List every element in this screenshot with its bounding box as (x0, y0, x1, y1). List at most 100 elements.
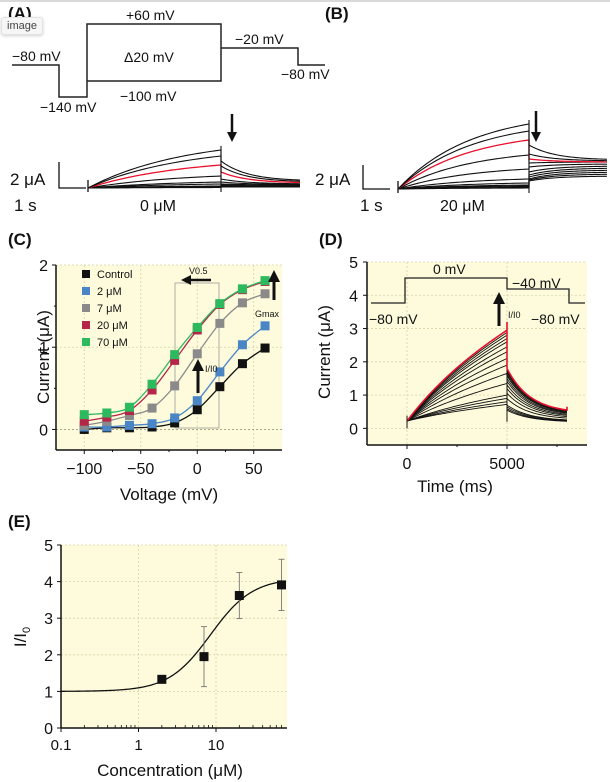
legend-label: 2 μM (97, 286, 122, 298)
window-top-border (0, 0, 610, 2)
data-point (192, 405, 202, 415)
panel-b: (B) 2 μA 1 s 20 μM (315, 4, 608, 215)
data-point (215, 367, 225, 377)
axes-e: 0 1 2 3 4 5 0.1 1 10 (44, 538, 287, 754)
protocol-prepulse-label: −140 mV (40, 99, 97, 115)
x-tick-label: 10 (208, 737, 225, 754)
legend-swatch (82, 287, 90, 295)
panel-e: (E) 0 1 2 3 4 5 0.1 1 10 I/I0 Concentration (μM) (8, 512, 287, 780)
protocol-top-label: +60 mV (126, 7, 175, 23)
data-point (170, 381, 180, 391)
legend-c: Control 2 μM 7 μM 20 μM 70 μM (82, 269, 132, 349)
data-point (260, 321, 270, 331)
data-point (260, 276, 270, 286)
data-point (124, 420, 134, 430)
scale-current-a: 2 μA (10, 170, 46, 189)
legend-label: Control (97, 269, 132, 281)
data-point (147, 403, 157, 413)
scale-bar-b (362, 165, 390, 190)
data-point (234, 591, 244, 601)
data-point (192, 349, 202, 359)
data-point (170, 413, 180, 423)
panel-a: (A) −80 mV −140 mV +60 mV Δ20 mV −100 mV… (8, 4, 330, 215)
data-point (147, 385, 157, 395)
protocol-bottom-label: −100 mV (120, 88, 177, 104)
scale-time-b: 1 s (360, 196, 383, 215)
annot-gmax: Gmax (255, 309, 280, 319)
data-point (215, 299, 225, 309)
legend-label: 7 μM (97, 303, 122, 315)
scale-time-a: 1 s (14, 196, 37, 215)
protocol-d-tail: −40 mV (512, 275, 561, 291)
data-point (237, 298, 247, 308)
y-tick-label: 1 (349, 388, 358, 405)
protocol-end-label: −80 mV (281, 66, 330, 82)
y-tick-label: 4 (349, 288, 358, 305)
panel-d: (D) 0 mV −40 mV −80 mV −80 mV I/I0 0 1 2 3 4… (315, 230, 587, 496)
panel-c-label: (C) (8, 230, 32, 249)
y-tick-label: 0 (39, 422, 48, 439)
y-tick-label: 2 (39, 258, 48, 275)
annot-i-i0: I/I0 (205, 364, 218, 374)
scale-current-b: 2 μA (315, 170, 351, 189)
annot-v-half: V0.5 (189, 266, 208, 276)
panel-d-label: (D) (319, 230, 343, 249)
data-point (124, 410, 134, 420)
plot-area-e (61, 545, 287, 728)
data-point (102, 422, 112, 432)
data-point (102, 408, 112, 418)
legend-label: 20 μM (97, 320, 128, 332)
x-tick-label: 0 (193, 461, 202, 478)
y-tick-label: 2 (349, 355, 358, 372)
data-points-c (79, 276, 270, 434)
data-point (215, 382, 225, 392)
y-tick-label: 3 (349, 322, 358, 339)
protocol-d-hold: −80 mV (369, 311, 418, 327)
legend-swatch (82, 304, 90, 312)
y-axis-label-d: Current (μA) (315, 305, 334, 399)
y-axis-label-c: Current (μA) (34, 310, 53, 404)
legend-swatch (82, 321, 90, 329)
axes-c: 0 1 2 −100 −50 0 50 (39, 258, 282, 478)
annot-d-i-i0: I/I0 (508, 310, 521, 320)
axes-d: 0 1 2 3 4 5 0 5000 (349, 255, 587, 473)
voltage-protocol-a (12, 23, 325, 98)
x-tick-label: 0.1 (51, 737, 72, 754)
y-tick-label: 4 (44, 575, 53, 592)
y-tick-label: 0 (44, 721, 53, 738)
condition-b: 20 μM (440, 198, 485, 215)
protocol-d-step: 0 mV (433, 261, 466, 277)
x-tick-label: 0 (403, 456, 412, 473)
condition-a: 0 μM (140, 198, 176, 215)
data-point (237, 284, 247, 294)
legend-swatch (82, 338, 90, 346)
current-traces-d (406, 321, 568, 429)
data-point (79, 416, 89, 426)
y-tick-label: 1 (39, 340, 48, 357)
data-points-e (157, 558, 286, 688)
data-point (124, 402, 134, 412)
x-axis-label-e: Concentration (μM) (97, 761, 243, 780)
y-axis-label-e: I/I0 (11, 627, 33, 647)
y-tick-label: 2 (44, 648, 53, 665)
y-tick-label: 5 (44, 538, 53, 555)
data-point (237, 359, 247, 369)
panel-b-label: (B) (325, 4, 349, 23)
y-tick-label: 1 (44, 684, 53, 701)
image-tooltip-badge: image (1, 17, 43, 35)
data-point (192, 396, 202, 406)
x-tick-label: −50 (127, 461, 154, 478)
protocol-step-label: Δ20 mV (124, 49, 174, 65)
data-point (215, 318, 225, 328)
data-point (79, 410, 89, 420)
x-axis-label-d: Time (ms) (417, 477, 493, 496)
data-point (170, 355, 180, 365)
highlight-trace (406, 321, 568, 422)
data-point (260, 343, 270, 353)
data-point (170, 350, 180, 360)
panel-c: (C) V0.5 I/I0 Gmax Control 2 μM 7 μM 20 μM 7… (8, 230, 282, 504)
data-point (147, 419, 157, 429)
protocol-d-end: −80 mV (531, 311, 580, 327)
y-tick-label: 0 (349, 421, 358, 438)
